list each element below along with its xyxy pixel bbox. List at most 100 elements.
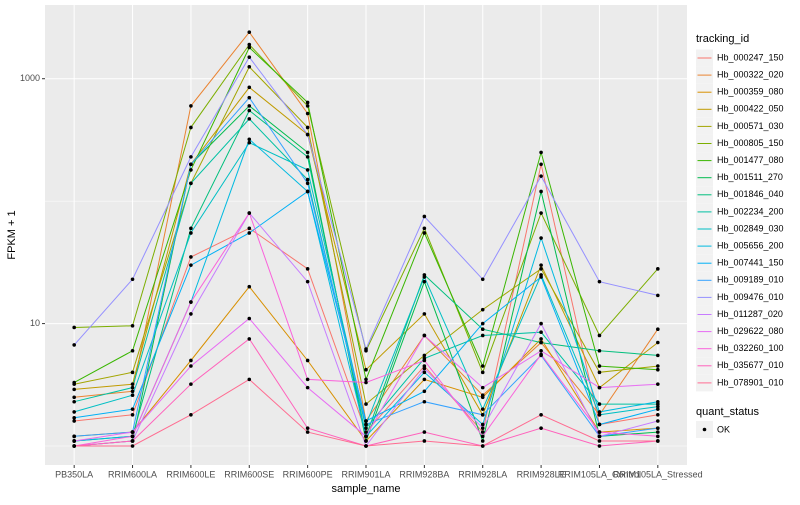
data-point <box>422 312 427 316</box>
data-point <box>597 279 602 284</box>
x-tick-label: RRIM105LA_Stressed <box>613 469 703 479</box>
data-point <box>422 214 427 219</box>
data-point <box>247 55 252 59</box>
data-point <box>422 399 427 404</box>
data-point <box>539 150 543 155</box>
data-point <box>305 279 310 284</box>
x-axis-title: sample_name <box>331 483 400 495</box>
legend-point <box>702 427 707 432</box>
data-point <box>305 177 310 182</box>
data-point <box>656 407 660 411</box>
legend-title: quant_status <box>696 406 759 418</box>
data-point <box>72 419 76 423</box>
data-point <box>189 104 193 108</box>
data-point <box>422 366 427 371</box>
data-point <box>364 439 368 443</box>
data-point <box>480 321 485 326</box>
data-point <box>597 410 602 414</box>
data-point <box>539 352 543 357</box>
data-point <box>247 226 252 231</box>
data-point <box>480 407 485 411</box>
data-point <box>189 155 193 159</box>
x-tick-label: RRIM928LE <box>517 469 566 479</box>
data-point <box>480 385 485 390</box>
data-point <box>72 410 76 414</box>
data-point <box>130 430 135 434</box>
x-tick-label: RRIM928LA <box>458 469 507 479</box>
data-point <box>422 231 427 235</box>
data-point <box>656 426 660 430</box>
data-point <box>364 426 368 430</box>
data-point <box>189 181 193 186</box>
data-point <box>480 277 485 282</box>
data-point <box>247 30 252 34</box>
data-point <box>72 416 76 420</box>
data-point <box>247 45 252 50</box>
legend-label: Hb_029622_080 <box>717 326 784 336</box>
data-point <box>130 370 135 375</box>
data-point <box>130 412 135 417</box>
data-point <box>656 267 660 271</box>
data-point <box>539 162 543 167</box>
data-point <box>189 125 193 130</box>
data-point <box>247 211 252 215</box>
data-point <box>480 430 485 434</box>
data-point <box>130 439 135 443</box>
data-point <box>247 104 252 108</box>
data-point <box>72 387 76 392</box>
data-point <box>656 430 660 434</box>
data-point <box>656 419 660 423</box>
legend-label: Hb_001477_080 <box>717 155 784 165</box>
data-point <box>130 277 135 282</box>
data-point <box>656 353 660 358</box>
data-point <box>422 377 427 382</box>
data-point <box>72 439 76 443</box>
data-point <box>597 348 602 353</box>
data-point <box>130 434 135 439</box>
data-point <box>539 321 543 326</box>
data-point <box>305 377 310 382</box>
data-point <box>539 340 543 345</box>
data-point <box>422 389 427 394</box>
data-point <box>480 333 485 338</box>
data-point <box>656 364 660 368</box>
data-point <box>539 348 543 353</box>
data-point <box>539 267 543 271</box>
data-point <box>247 137 252 142</box>
data-point <box>189 382 193 386</box>
legend-label: Hb_002849_030 <box>717 223 784 233</box>
data-point <box>305 385 310 390</box>
data-point <box>305 104 310 108</box>
data-point <box>480 439 485 443</box>
legend-label: Hb_000359_080 <box>717 87 784 97</box>
data-point <box>247 95 252 100</box>
data-point <box>247 85 252 90</box>
data-point <box>305 430 310 434</box>
data-point <box>247 284 252 289</box>
legend-label: Hb_000571_030 <box>717 121 784 131</box>
data-point <box>597 370 602 375</box>
data-point <box>305 155 310 159</box>
legend-label: Hb_001511_270 <box>717 172 783 182</box>
data-point <box>72 343 76 347</box>
data-point <box>597 333 602 338</box>
data-point <box>480 422 485 427</box>
data-point <box>656 327 660 331</box>
data-point <box>364 419 368 423</box>
y-tick-label: 1000 <box>20 73 40 83</box>
data-point <box>305 168 310 172</box>
data-point <box>247 65 252 69</box>
legend-label: OK <box>717 424 730 434</box>
data-point <box>597 364 602 368</box>
data-point <box>656 367 660 372</box>
data-point <box>247 140 252 145</box>
data-point <box>72 399 76 404</box>
legend-label: Hb_009189_010 <box>717 275 784 285</box>
data-point <box>539 412 543 417</box>
data-point <box>189 168 193 172</box>
data-point <box>597 444 602 448</box>
data-point <box>422 370 427 375</box>
data-point <box>656 434 660 439</box>
legend-label: Hb_035677_010 <box>717 360 784 370</box>
legend-label: Hb_000322_020 <box>717 69 784 79</box>
